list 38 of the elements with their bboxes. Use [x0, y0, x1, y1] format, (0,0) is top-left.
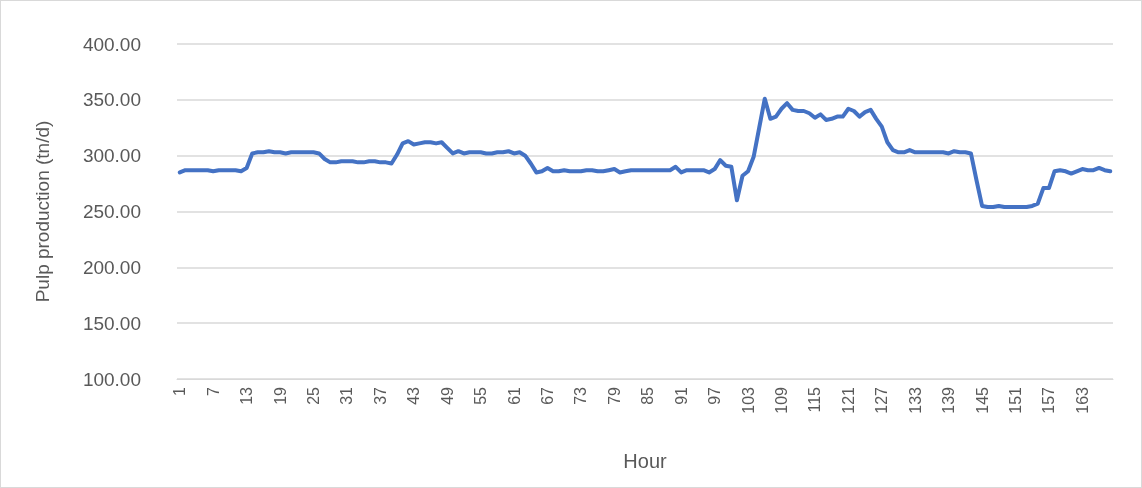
x-tick-label: 13: [238, 386, 256, 405]
y-tick-label: 100.00: [82, 368, 141, 390]
x-axis-title: Hour: [623, 450, 668, 472]
x-tick-label: 25: [305, 386, 322, 405]
x-tick-label: 163: [1073, 386, 1091, 414]
x-tick-label: 85: [639, 386, 657, 405]
x-tick-label: 97: [706, 386, 724, 405]
y-tick-label: 250.00: [82, 201, 141, 222]
x-tick-label: 157: [1040, 386, 1058, 414]
x-tick-label: 151: [1007, 386, 1024, 414]
x-tick-label: 73: [572, 386, 590, 405]
x-tick-label: 91: [672, 386, 690, 405]
x-tick-label: 133: [906, 386, 924, 414]
x-tick-label: 79: [605, 386, 623, 405]
y-tick-label: 150.00: [82, 312, 141, 334]
x-tick-label: 139: [940, 386, 958, 414]
x-tick-label: 1: [171, 386, 189, 396]
x-tick-label: 7: [204, 386, 222, 396]
x-tick-label: 121: [839, 386, 857, 414]
x-tick-label: 109: [773, 386, 790, 414]
x-tick-label: 49: [438, 386, 456, 405]
x-tick-label: 115: [806, 386, 824, 413]
x-tick-label: 127: [873, 386, 891, 414]
y-axis-title: Pulp production (tn/d): [32, 120, 53, 303]
x-tick-label: 43: [405, 386, 423, 405]
x-tick-label: 67: [539, 386, 556, 405]
y-tick-label: 400.00: [82, 33, 141, 55]
x-tick-label: 103: [739, 386, 757, 414]
x-tick-label: 145: [973, 386, 991, 414]
y-tick-label: 300.00: [82, 145, 141, 167]
x-tick-label: 61: [505, 386, 523, 405]
x-tick-label: 19: [271, 386, 289, 405]
x-tick-label: 31: [338, 386, 356, 405]
x-tick-label: 37: [371, 386, 389, 405]
line-series: [177, 96, 1113, 210]
y-tick-label: 200.00: [82, 256, 141, 278]
x-tick-label: 55: [472, 386, 490, 405]
y-tick-label: 350.00: [82, 89, 141, 111]
